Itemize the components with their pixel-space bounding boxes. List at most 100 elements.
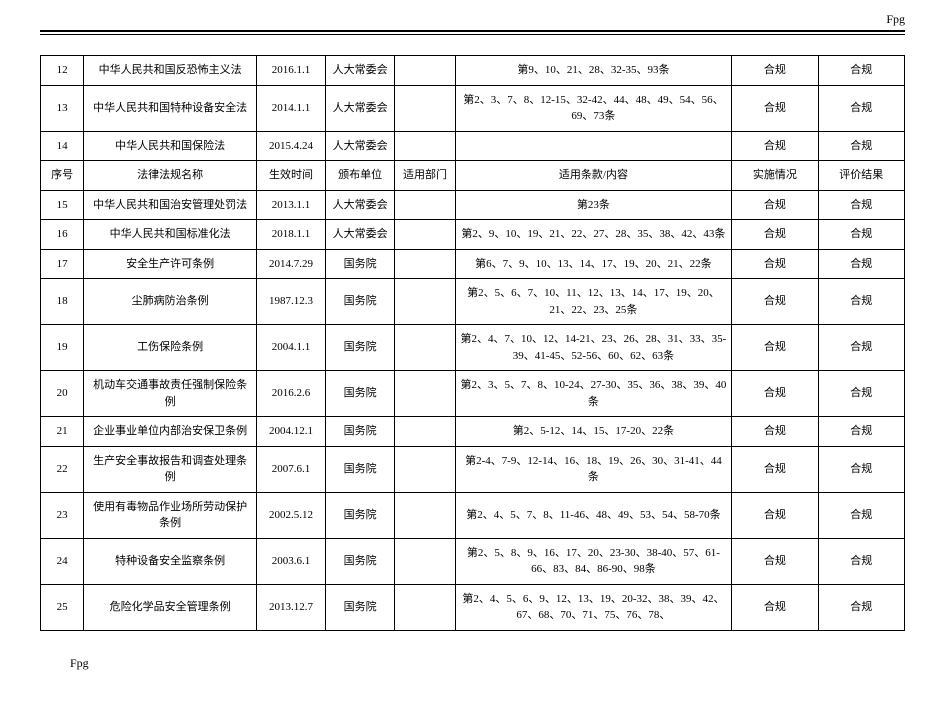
table-row: 17安全生产许可条例2014.7.29国务院第6、7、9、10、13、14、17… [41, 249, 905, 279]
page-header-rule-2 [40, 34, 905, 35]
table-cell: 合规 [732, 446, 818, 492]
table-cell: 第2、4、5、7、8、11-46、48、49、53、54、58-70条 [455, 492, 731, 538]
table-cell: 第2、5、8、9、16、17、20、23-30、38-40、57、61-66、8… [455, 538, 731, 584]
table-row: 18尘肺病防治条例1987.12.3国务院第2、5、6、7、10、11、12、1… [41, 279, 905, 325]
table-cell: 第2、9、10、19、21、22、27、28、35、38、42、43条 [455, 220, 731, 250]
table-cell: 2007.6.1 [257, 446, 326, 492]
table-cell: 特种设备安全监察条例 [84, 538, 257, 584]
table-cell: 合规 [732, 584, 818, 630]
table-cell [395, 538, 455, 584]
table-cell [395, 249, 455, 279]
table-header-cell: 颁布单位 [326, 161, 395, 191]
table-cell: 2013.1.1 [257, 190, 326, 220]
table-cell: 工伤保险条例 [84, 325, 257, 371]
table-cell: 中华人民共和国标准化法 [84, 220, 257, 250]
table-cell: 2016.2.6 [257, 371, 326, 417]
regulations-table: 12中华人民共和国反恐怖主义法2016.1.1人大常委会第9、10、21、28、… [40, 55, 905, 631]
table-cell: 国务院 [326, 371, 395, 417]
table-cell: 第9、10、21、28、32-35、93条 [455, 56, 731, 86]
table-cell: 合规 [732, 492, 818, 538]
table-cell: 合规 [818, 131, 904, 161]
table-cell: 机动车交通事故责任强制保险条例 [84, 371, 257, 417]
table-cell: 尘肺病防治条例 [84, 279, 257, 325]
table-cell: 合规 [732, 190, 818, 220]
table-cell [395, 417, 455, 447]
table-cell: 21 [41, 417, 84, 447]
table-cell: 合规 [818, 446, 904, 492]
table-cell: 18 [41, 279, 84, 325]
table-row: 21企业事业单位内部治安保卫条例2004.12.1国务院第2、5-12、14、1… [41, 417, 905, 447]
table-cell: 合规 [732, 325, 818, 371]
table-cell: 15 [41, 190, 84, 220]
page-header-rule: Fpg [40, 30, 905, 32]
table-cell: 企业事业单位内部治安保卫条例 [84, 417, 257, 447]
table-cell: 国务院 [326, 417, 395, 447]
table-cell: 合规 [732, 371, 818, 417]
table-row: 15中华人民共和国治安管理处罚法2013.1.1人大常委会第23条合规合规 [41, 190, 905, 220]
table-cell: 17 [41, 249, 84, 279]
table-cell [395, 492, 455, 538]
table-row: 19工伤保险条例2004.1.1国务院第2、4、7、10、12、14-21、23… [41, 325, 905, 371]
table-cell: 第2、5、6、7、10、11、12、13、14、17、19、20、21、22、2… [455, 279, 731, 325]
table-cell: 2013.12.7 [257, 584, 326, 630]
table-cell: 人大常委会 [326, 56, 395, 86]
table-cell: 25 [41, 584, 84, 630]
table-cell [395, 584, 455, 630]
table-cell: 16 [41, 220, 84, 250]
table-cell: 2004.1.1 [257, 325, 326, 371]
table-cell [395, 131, 455, 161]
table-cell: 20 [41, 371, 84, 417]
table-cell [395, 325, 455, 371]
table-header-cell: 实施情况 [732, 161, 818, 191]
table-cell: 12 [41, 56, 84, 86]
table-cell: 安全生产许可条例 [84, 249, 257, 279]
table-cell: 2002.5.12 [257, 492, 326, 538]
table-cell: 国务院 [326, 584, 395, 630]
table-cell: 合规 [818, 190, 904, 220]
page-footer-text: Fpg [40, 656, 905, 671]
table-header-cell: 法律法规名称 [84, 161, 257, 191]
table-row: 24特种设备安全监察条例2003.6.1国务院 第2、5、8、9、16、17、20… [41, 538, 905, 584]
table-cell: 危险化学品安全管理条例 [84, 584, 257, 630]
table-cell: 2014.7.29 [257, 249, 326, 279]
table-cell: 人大常委会 [326, 190, 395, 220]
table-cell: 合规 [818, 279, 904, 325]
table-cell: 合规 [732, 249, 818, 279]
page-header-text: Fpg [886, 12, 905, 27]
table-cell: 第2、3、7、8、12-15、32-42、44、48、49、54、56、69、7… [455, 85, 731, 131]
table-cell: 国务院 [326, 249, 395, 279]
table-cell: 合规 [818, 85, 904, 131]
table-cell [395, 371, 455, 417]
table-cell: 2018.1.1 [257, 220, 326, 250]
table-cell: 2004.12.1 [257, 417, 326, 447]
table-cell: 国务院 [326, 538, 395, 584]
table-header-cell: 评价结果 [818, 161, 904, 191]
table-cell: 合规 [818, 56, 904, 86]
table-cell [395, 220, 455, 250]
table-cell: 合规 [818, 371, 904, 417]
table-cell: 合规 [732, 417, 818, 447]
table-cell: 第23条 [455, 190, 731, 220]
table-cell: 生产安全事故报告和调查处理条例 [84, 446, 257, 492]
table-row: 12中华人民共和国反恐怖主义法2016.1.1人大常委会第9、10、21、28、… [41, 56, 905, 86]
table-cell: 14 [41, 131, 84, 161]
table-header-cell: 生效时间 [257, 161, 326, 191]
table-cell: 中华人民共和国治安管理处罚法 [84, 190, 257, 220]
table-header-row: 序号法律法规名称生效时间颁布单位适用部门适用条款/内容实施情况评价结果 [41, 161, 905, 191]
table-cell: 1987.12.3 [257, 279, 326, 325]
table-cell: 合规 [732, 85, 818, 131]
table-header-cell: 适用条款/内容 [455, 161, 731, 191]
table-cell: 19 [41, 325, 84, 371]
table-cell: 中华人民共和国特种设备安全法 [84, 85, 257, 131]
table-cell: 22 [41, 446, 84, 492]
table-cell: 合规 [732, 538, 818, 584]
table-cell: 人大常委会 [326, 220, 395, 250]
table-row: 16中华人民共和国标准化法2018.1.1人大常委会 第2、9、10、19、21、… [41, 220, 905, 250]
table-cell: 24 [41, 538, 84, 584]
table-cell: 合规 [818, 538, 904, 584]
table-row: 22生产安全事故报告和调查处理条例2007.6.1国务院第2-4、7-9、12-… [41, 446, 905, 492]
table-cell: 第2、4、7、10、12、14-21、23、26、28、31、33、35-39、… [455, 325, 731, 371]
table-cell: 2003.6.1 [257, 538, 326, 584]
table-cell: 合规 [818, 325, 904, 371]
table-cell: 23 [41, 492, 84, 538]
